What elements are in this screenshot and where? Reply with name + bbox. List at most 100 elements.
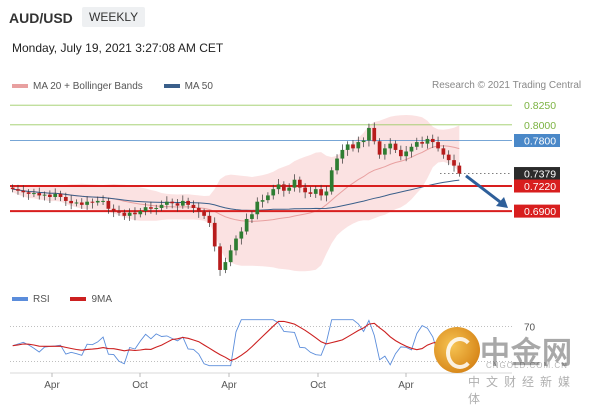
candle xyxy=(281,181,286,197)
candle xyxy=(180,195,185,209)
candle xyxy=(345,141,350,156)
legend-label-ma50: MA 50 xyxy=(184,80,213,92)
candle xyxy=(133,207,137,221)
level-label-0.8000: 0.8000 xyxy=(524,120,556,132)
level-tag-0.7379 xyxy=(514,167,560,181)
candle-body xyxy=(345,144,350,150)
cngold-logo-icon xyxy=(434,327,480,373)
candle-body xyxy=(53,193,58,197)
candle-body xyxy=(196,207,201,212)
candle-body xyxy=(335,158,339,171)
price-levels xyxy=(10,104,512,213)
candle-body xyxy=(340,149,345,159)
candle xyxy=(63,192,68,206)
candle xyxy=(398,145,403,161)
candle xyxy=(361,137,366,148)
candle-body xyxy=(244,218,249,232)
candle-body xyxy=(367,127,371,141)
legend-label-9ma: 9MA xyxy=(91,293,113,305)
candle xyxy=(74,199,79,207)
candle-body xyxy=(255,201,260,215)
candle-body xyxy=(186,200,191,205)
candle xyxy=(234,235,238,256)
candle-body xyxy=(409,146,414,152)
candle xyxy=(90,198,95,209)
candle-body xyxy=(393,143,398,150)
candle-body xyxy=(250,214,254,219)
candle xyxy=(457,162,462,177)
candle xyxy=(335,154,339,175)
candle-body xyxy=(372,127,377,142)
candle-body xyxy=(457,165,462,174)
candle xyxy=(388,138,393,155)
candle-body xyxy=(32,193,36,195)
candle xyxy=(16,184,20,195)
legend-label-rsi: RSI xyxy=(33,293,50,305)
candle-body xyxy=(383,148,387,155)
level-tag-0.7220 xyxy=(514,179,560,193)
candle xyxy=(260,194,265,208)
candle-body xyxy=(287,187,292,191)
candle xyxy=(223,257,228,274)
candle xyxy=(244,213,249,235)
candle xyxy=(303,183,307,199)
candle xyxy=(53,188,58,201)
candle-body xyxy=(85,201,89,205)
candle-body xyxy=(58,193,63,197)
rsi-level-label: 70 xyxy=(524,323,536,334)
candle-body xyxy=(133,212,137,215)
candle-body xyxy=(446,154,451,161)
candle-body xyxy=(106,200,111,209)
candle-body xyxy=(308,192,313,194)
watermark-url: CNGOLD.COM.CN xyxy=(486,361,568,370)
candle-body xyxy=(117,211,121,213)
candle xyxy=(271,184,276,200)
candle-body xyxy=(436,142,440,149)
candle-body xyxy=(48,194,52,197)
level-label-0.7800: 0.7800 xyxy=(524,136,556,148)
candle xyxy=(26,189,31,200)
timeframe-badge[interactable]: WEEKLY xyxy=(82,7,146,27)
legend-item-9ma: 9MA xyxy=(70,294,112,305)
candle-body xyxy=(42,194,47,196)
candle xyxy=(165,196,169,209)
candle xyxy=(409,143,414,158)
rsi-panel: 70 xyxy=(10,319,536,367)
candle-body xyxy=(234,238,238,251)
candle-body xyxy=(122,212,127,216)
level-label-0.7220: 0.7220 xyxy=(524,181,556,193)
candle xyxy=(143,202,148,216)
candle xyxy=(383,144,387,160)
candle xyxy=(101,195,105,205)
candle xyxy=(425,135,430,149)
candle xyxy=(186,197,191,209)
candle xyxy=(10,184,15,193)
rsi-9ma-line xyxy=(12,320,460,362)
candle xyxy=(255,197,260,220)
legend-swatch-ma20 xyxy=(12,84,28,88)
candle xyxy=(446,150,451,166)
candle-body xyxy=(297,179,302,188)
watermark-tagline: 中文财经新媒体 xyxy=(468,375,577,406)
x-axis: Apr Oct Apr Oct Apr xyxy=(10,372,512,391)
candle xyxy=(351,140,355,152)
candle-body xyxy=(26,192,31,194)
candle-body xyxy=(16,189,20,191)
candle xyxy=(159,200,164,212)
candle-body xyxy=(377,141,382,155)
candle-body xyxy=(414,142,419,147)
candle-body xyxy=(207,215,212,223)
candle xyxy=(367,123,371,147)
candle xyxy=(356,136,361,153)
candle xyxy=(79,198,84,209)
candle xyxy=(308,186,313,197)
candle-body xyxy=(21,190,26,193)
candle-body xyxy=(223,262,228,270)
candle xyxy=(452,154,456,172)
candle xyxy=(404,145,409,162)
candle-body xyxy=(266,195,270,201)
candle xyxy=(170,198,175,209)
x-tick-label: Apr xyxy=(221,380,237,391)
